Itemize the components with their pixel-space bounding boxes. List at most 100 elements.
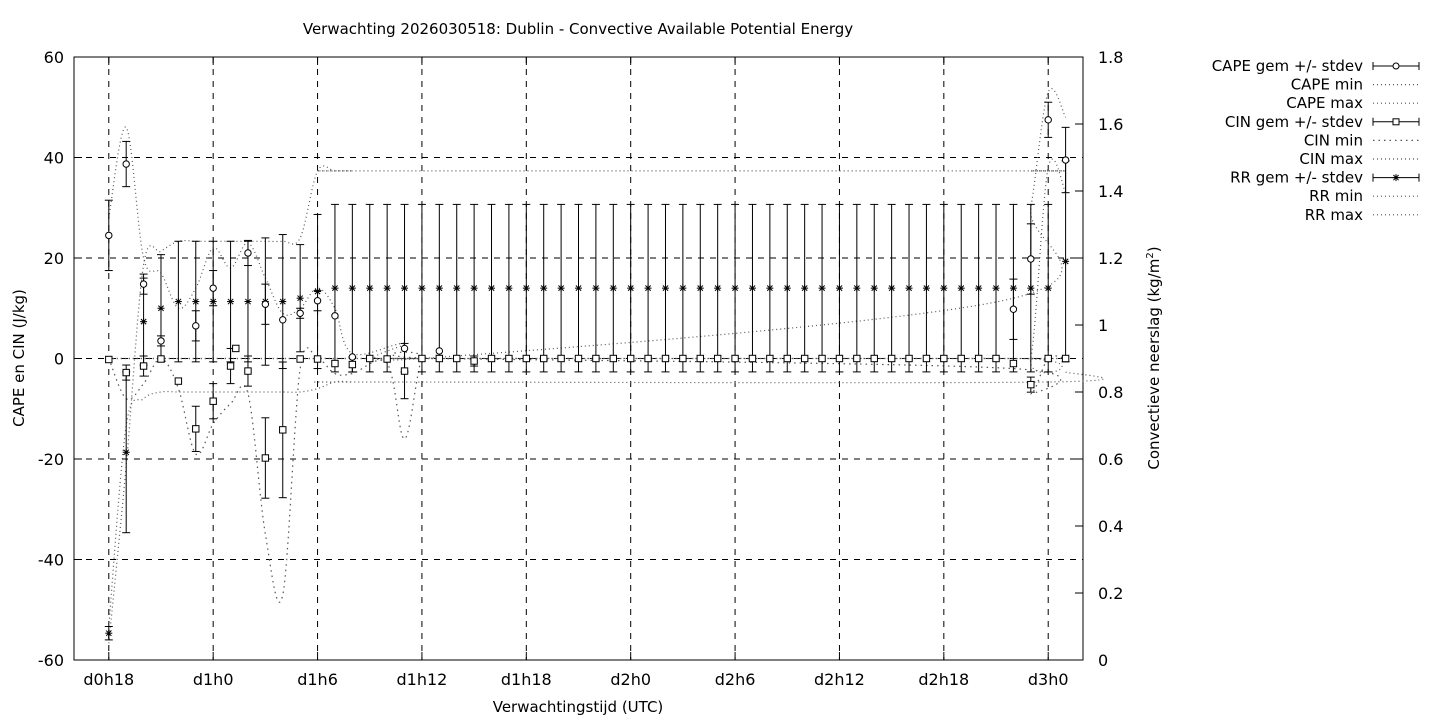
rr-point-stroke <box>575 285 582 292</box>
rr-point <box>627 284 635 292</box>
rr-point <box>453 284 461 292</box>
rr-point <box>888 284 896 292</box>
rr-point <box>922 284 930 292</box>
cin-point <box>800 354 809 363</box>
cin-point <box>540 354 548 363</box>
rr-point-stroke <box>610 285 617 292</box>
rr-point-stroke <box>140 318 147 325</box>
rr-point-stroke <box>418 285 425 292</box>
rr-point-stroke <box>279 298 286 305</box>
rr-point-stroke <box>1045 285 1052 292</box>
cin-point <box>644 354 652 363</box>
y2-tick-label: 0.2 <box>1098 584 1123 603</box>
cape-point <box>139 280 148 288</box>
x-tick-label: d1h0 <box>193 670 234 689</box>
rr-point-stroke <box>244 298 251 305</box>
cin-point <box>348 360 357 369</box>
rr-point-stroke <box>297 295 304 302</box>
cape-point <box>261 300 270 308</box>
rr-point <box>296 294 304 302</box>
legend-label: CIN min <box>1304 131 1363 149</box>
x-tick-label: d2h12 <box>814 670 865 689</box>
cin-point <box>922 354 931 363</box>
rr-point-stroke <box>453 285 460 292</box>
rr-point <box>870 284 878 292</box>
y2-axis-label: Convectieve neerslag (kg/m2) <box>1145 246 1163 469</box>
cape-point <box>244 249 252 257</box>
cin-point <box>992 354 1000 363</box>
cape-point <box>157 337 165 345</box>
rr-point <box>853 284 861 292</box>
cin-point <box>122 368 130 377</box>
cin-point <box>731 354 739 363</box>
cin-point <box>661 354 670 363</box>
cin-point <box>279 426 287 434</box>
cape-point <box>400 344 409 353</box>
cin-point <box>957 354 965 363</box>
rr-point-stroke <box>836 285 843 292</box>
legend-label: CAPE min <box>1291 76 1363 94</box>
cape-point <box>192 322 200 330</box>
y2-tick-label: 1 <box>1098 316 1108 335</box>
cin-point <box>1061 354 1070 363</box>
cin-point <box>1009 359 1018 368</box>
cin-point <box>887 354 896 363</box>
rr-point <box>748 284 756 292</box>
rr-point-stroke <box>662 285 669 292</box>
y2-tick-label: 1.4 <box>1098 182 1123 201</box>
rr-point-stroke <box>679 285 686 292</box>
rr-point <box>609 284 617 292</box>
y-tick-label: -20 <box>38 450 64 469</box>
y-tick-label: 60 <box>44 48 64 67</box>
y2-tick-label: 0.4 <box>1098 517 1123 536</box>
rr-point-stroke <box>940 285 947 292</box>
rr-point-stroke <box>227 298 234 305</box>
rr-point <box>766 284 774 292</box>
y2-tick-label: 1.2 <box>1098 249 1123 268</box>
rr-point-stroke <box>923 285 930 292</box>
rr-point-stroke <box>958 285 965 292</box>
rr-point <box>366 284 374 292</box>
rr-point-stroke <box>384 285 391 292</box>
rr-point-stroke <box>819 285 826 292</box>
rr-point-stroke <box>123 449 130 456</box>
cin-point <box>487 354 496 363</box>
rr-point <box>348 284 356 292</box>
cin-point <box>418 354 426 363</box>
cin-point <box>696 354 704 363</box>
cin-point <box>296 355 304 363</box>
cape-max-line <box>108 88 1067 361</box>
rr-point-stroke <box>523 285 530 292</box>
cin-min-line <box>108 347 1066 603</box>
rr-point <box>418 284 426 292</box>
x-tick-label: d1h6 <box>297 670 338 689</box>
x-tick-label: d1h12 <box>397 670 448 689</box>
cape-point <box>435 347 444 355</box>
cin-point <box>1044 354 1052 363</box>
cape-point <box>1027 255 1035 263</box>
chart-title: Verwachting 2026030518: Dublin - Convect… <box>303 20 853 38</box>
rr-point-stroke <box>853 285 860 292</box>
cin-point <box>748 354 757 363</box>
rr-point-stroke <box>714 285 721 292</box>
rr-point <box>401 284 409 292</box>
rr-point <box>575 284 582 292</box>
x-axis-label: Verwachtingstijd (UTC) <box>493 698 664 716</box>
legend-label: RR min <box>1309 187 1363 205</box>
legend-label: RR max <box>1305 206 1363 224</box>
cin-point <box>366 354 374 363</box>
cin-point <box>505 354 513 363</box>
rr-point-stroke <box>558 285 565 292</box>
rr-point <box>174 298 182 306</box>
rr-point-stroke <box>801 285 808 292</box>
rr-point <box>244 298 252 306</box>
cin-point <box>853 354 861 363</box>
rr-point-stroke <box>540 285 547 292</box>
cape-point <box>1044 116 1052 124</box>
cin-point <box>209 397 217 405</box>
cin-point <box>105 355 113 364</box>
cape-point <box>105 231 113 240</box>
rr-point <box>975 284 983 292</box>
